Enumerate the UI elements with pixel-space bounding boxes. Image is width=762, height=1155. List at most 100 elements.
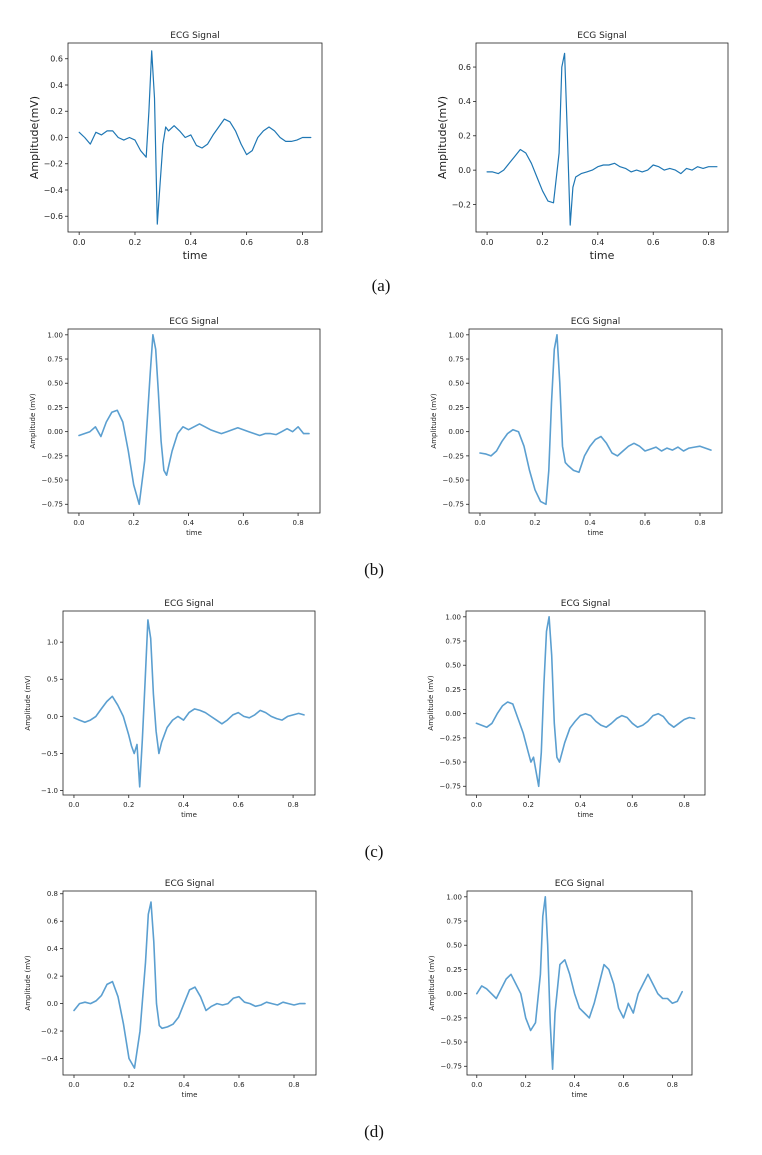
x-axis-label: time <box>181 811 197 819</box>
chart-panel: ECG Signal 0.0 0.2 0.4 0.6 0.8 −0.75 −0.50 −0.25… <box>29 317 321 537</box>
chart-panel: ECG Signal 0.0 0.2 0.4 0.6 0.8 −0.75 −0.50 −0.25… <box>428 879 693 1099</box>
x-tick-label: 0.6 <box>238 519 250 527</box>
y-tick-label: −0.75 <box>440 783 461 791</box>
y-tick-label: 0.75 <box>445 637 461 645</box>
y-tick-label: −1.0 <box>41 787 58 795</box>
x-tick-label: 0.8 <box>679 801 690 809</box>
x-tick-label: 0.2 <box>536 238 549 247</box>
chart-title: ECG Signal <box>555 879 604 889</box>
y-tick-label: −0.75 <box>441 1063 462 1071</box>
x-tick-label: 0.8 <box>288 801 299 809</box>
y-tick-label: −0.2 <box>44 160 63 169</box>
x-tick-label: 0.0 <box>474 519 485 527</box>
y-tick-label: −0.6 <box>44 212 63 221</box>
y-tick-label: 0.2 <box>50 107 63 116</box>
x-tick-label: 0.4 <box>184 238 197 247</box>
axes-frame <box>475 42 729 233</box>
chart-title: ECG Signal <box>164 599 213 609</box>
y-tick-label: 1.00 <box>47 331 63 339</box>
y-tick-label: 0.0 <box>47 713 58 721</box>
x-tick-label: 0.0 <box>68 801 79 809</box>
chart-panel: ECG Signal 0.0 0.2 0.4 0.6 0.8 −0.6 −0.4 −0.2 0.0… <box>28 31 323 262</box>
y-tick-label: 0.6 <box>47 918 59 926</box>
y-tick-label: 0.0 <box>50 133 63 142</box>
chart-title: ECG Signal <box>169 317 218 327</box>
chart-panel: ECG Signal 0.0 0.2 0.4 0.6 0.8 −0.75 −0.50 −0.25… <box>430 317 723 537</box>
axes-frame <box>465 610 706 796</box>
y-tick-label: 0.50 <box>448 380 464 388</box>
ecg-series-line <box>78 333 310 506</box>
y-tick-label: 0.4 <box>50 81 63 90</box>
x-tick-label: 0.2 <box>129 238 142 247</box>
x-tick-label: 0.6 <box>627 801 639 809</box>
x-tick-label: 0.4 <box>569 1081 581 1089</box>
y-tick-label: 1.00 <box>448 331 464 339</box>
axes-frame <box>67 328 321 514</box>
y-tick-label: 0.2 <box>458 132 471 141</box>
y-tick-label: 0.4 <box>47 945 59 953</box>
x-tick-label: 0.8 <box>667 1081 678 1089</box>
axes-frame <box>466 890 693 1076</box>
x-tick-label: 0.2 <box>520 1081 531 1089</box>
y-tick-label: −0.25 <box>440 734 461 742</box>
chart-title: ECG Signal <box>571 317 620 327</box>
x-tick-label: 0.0 <box>471 801 482 809</box>
x-tick-label: 0.6 <box>647 238 660 247</box>
y-tick-label: −0.2 <box>452 200 471 209</box>
y-tick-label: 0.50 <box>446 942 462 950</box>
y-axis-label: Amplitude(mV) <box>436 96 449 179</box>
y-tick-label: −0.50 <box>440 759 461 767</box>
caption-d: (d) <box>364 1122 384 1141</box>
y-tick-label: 0.25 <box>446 966 462 974</box>
y-axis-label: Amplitude (mV) <box>428 955 436 1010</box>
y-tick-label: 0.2 <box>47 973 58 981</box>
y-tick-label: 0.50 <box>445 662 461 670</box>
y-axis-label: Amplitude (mV) <box>24 675 32 730</box>
x-tick-label: 0.0 <box>73 519 84 527</box>
y-axis-label: Amplitude (mV) <box>427 675 435 730</box>
x-tick-label: 0.0 <box>68 1081 79 1089</box>
x-tick-label: 0.8 <box>288 1081 299 1089</box>
y-tick-label: −0.50 <box>42 477 63 485</box>
y-tick-label: 0.0 <box>458 166 471 175</box>
y-tick-label: 0.8 <box>47 890 58 898</box>
y-tick-label: 0.4 <box>458 97 471 106</box>
x-tick-label: 0.0 <box>471 1081 482 1089</box>
x-axis-label: time <box>578 811 594 819</box>
chart-panel: ECG Signal 0.0 0.2 0.4 0.6 0.8 −0.75 −0.50 −0.25… <box>427 599 706 819</box>
x-tick-label: 0.8 <box>293 519 304 527</box>
y-tick-label: −0.5 <box>41 750 58 758</box>
chart-panel: ECG Signal 0.0 0.2 0.4 0.6 0.8 −1.0 −0.5 0.0 0.5 1… <box>24 599 316 819</box>
y-tick-label: −0.50 <box>443 477 464 485</box>
y-tick-label: 0.00 <box>47 428 63 436</box>
chart-title: ECG Signal <box>561 599 610 609</box>
y-tick-label: 0.75 <box>47 355 63 363</box>
y-tick-label: 1.0 <box>47 639 58 647</box>
y-tick-label: −0.50 <box>441 1039 462 1047</box>
y-tick-label: 0.25 <box>47 404 63 412</box>
chart-title: ECG Signal <box>577 31 626 41</box>
y-tick-label: −0.2 <box>41 1028 58 1036</box>
y-tick-label: 1.00 <box>445 613 461 621</box>
x-tick-label: 0.2 <box>523 801 534 809</box>
ecg-series-line <box>73 901 306 1069</box>
y-tick-label: −0.25 <box>441 1014 462 1022</box>
y-tick-label: −0.25 <box>443 452 464 460</box>
ecg-series-line <box>475 615 696 788</box>
x-axis-label: time <box>590 249 615 262</box>
x-tick-label: 0.2 <box>123 801 134 809</box>
x-tick-label: 0.6 <box>240 238 253 247</box>
ecg-series-line <box>73 619 305 788</box>
x-tick-label: 0.2 <box>128 519 139 527</box>
x-tick-label: 0.2 <box>123 1081 134 1089</box>
y-tick-label: 0.6 <box>458 63 471 72</box>
ecg-series-line <box>479 333 712 506</box>
chart-title: ECG Signal <box>165 879 214 889</box>
axes-frame <box>67 42 323 233</box>
axes-frame <box>62 890 317 1076</box>
x-tick-label: 0.4 <box>591 238 604 247</box>
x-axis-label: time <box>588 529 604 537</box>
y-tick-label: 0.25 <box>445 686 461 694</box>
x-tick-label: 0.6 <box>233 1081 245 1089</box>
